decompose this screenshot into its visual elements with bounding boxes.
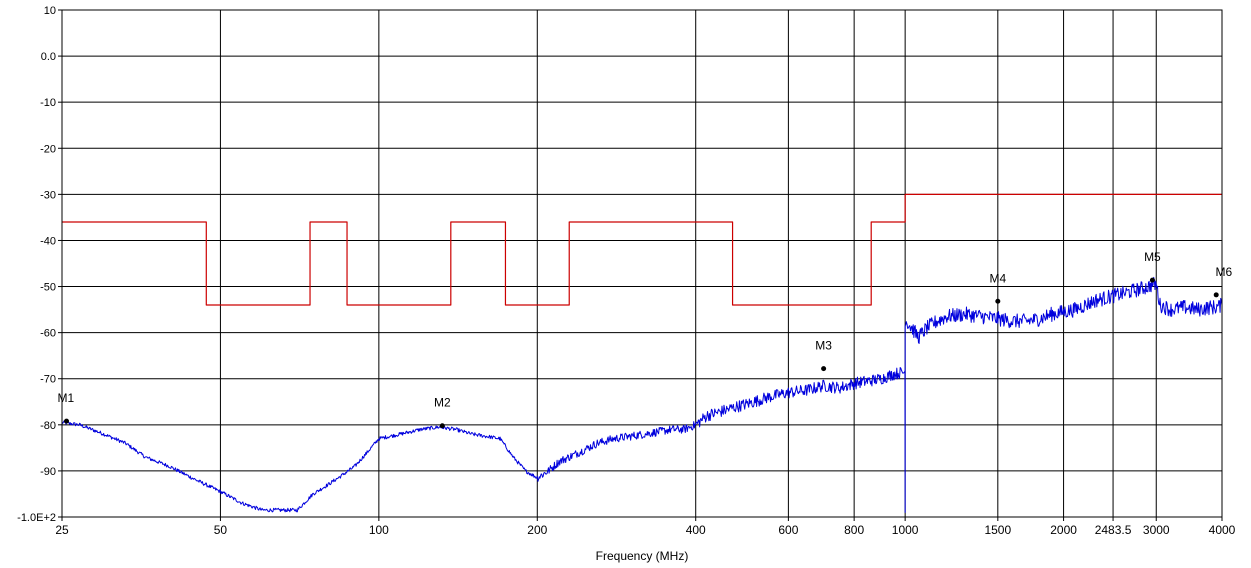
y-tick-label: -30	[40, 189, 56, 201]
series-line-0	[62, 193, 1222, 306]
x-tick-label: 2483.5	[1095, 523, 1132, 537]
marker-point-3	[995, 298, 1001, 304]
marker-label: M2	[434, 396, 451, 410]
marker-label: M3	[815, 339, 832, 353]
marker-label: M6	[1216, 265, 1233, 279]
x-tick-label: 800	[844, 523, 864, 537]
y-tick-label: -60	[40, 328, 56, 340]
x-tick-label: 200	[527, 523, 547, 537]
y-tick-label: -70	[40, 374, 56, 386]
x-tick-label: 1500	[984, 523, 1011, 537]
x-tick-label: 50	[214, 523, 228, 537]
y-tick-label: -40	[40, 235, 56, 247]
y-tick-label: -50	[40, 282, 56, 294]
marker-point-2	[821, 366, 827, 372]
x-tick-label: 3000	[1143, 523, 1170, 537]
x-tick-label: 2000	[1050, 523, 1077, 537]
marker-label: M1	[58, 391, 75, 405]
marker-point-1	[439, 423, 445, 429]
x-tick-label: 25	[55, 523, 69, 537]
y-tick-label: -1.0E+2	[17, 512, 56, 524]
markers: M1 M2 M3 M4 M5 M6	[58, 250, 1233, 429]
x-axis-label: Frequency (MHz)	[596, 549, 689, 563]
y-tick-label: -10	[40, 97, 56, 109]
y-axis: 10 0.0 -10 -20 -30 -40 -50 -60 -70 -80 -90 -1.0E+2	[17, 5, 62, 524]
x-tick-label: 4000	[1209, 523, 1236, 537]
y-tick-label: -20	[40, 143, 56, 155]
marker-point-0	[64, 418, 70, 424]
y-tick-label: 10	[44, 5, 56, 17]
x-tick-label: 600	[778, 523, 798, 537]
series-line-1	[61, 276, 1223, 513]
marker-label: M5	[1144, 250, 1161, 264]
x-tick-label: 1000	[892, 523, 919, 537]
x-axis: 25 50 100 200 400 600 800 1000 1500 2000 2483.5 300…	[55, 517, 1236, 537]
marker-label: M4	[989, 271, 1006, 285]
x-tick-label: 100	[369, 523, 389, 537]
y-tick-label: -80	[40, 420, 56, 432]
y-tick-label: -90	[40, 466, 56, 478]
y-tick-label: 0.0	[41, 51, 56, 63]
marker-point-4	[1149, 277, 1155, 283]
plot-frame	[61, 9, 1223, 518]
grid	[61, 9, 1223, 518]
marker-point-5	[1213, 292, 1219, 298]
x-tick-label: 400	[686, 523, 706, 537]
series	[61, 193, 1223, 513]
